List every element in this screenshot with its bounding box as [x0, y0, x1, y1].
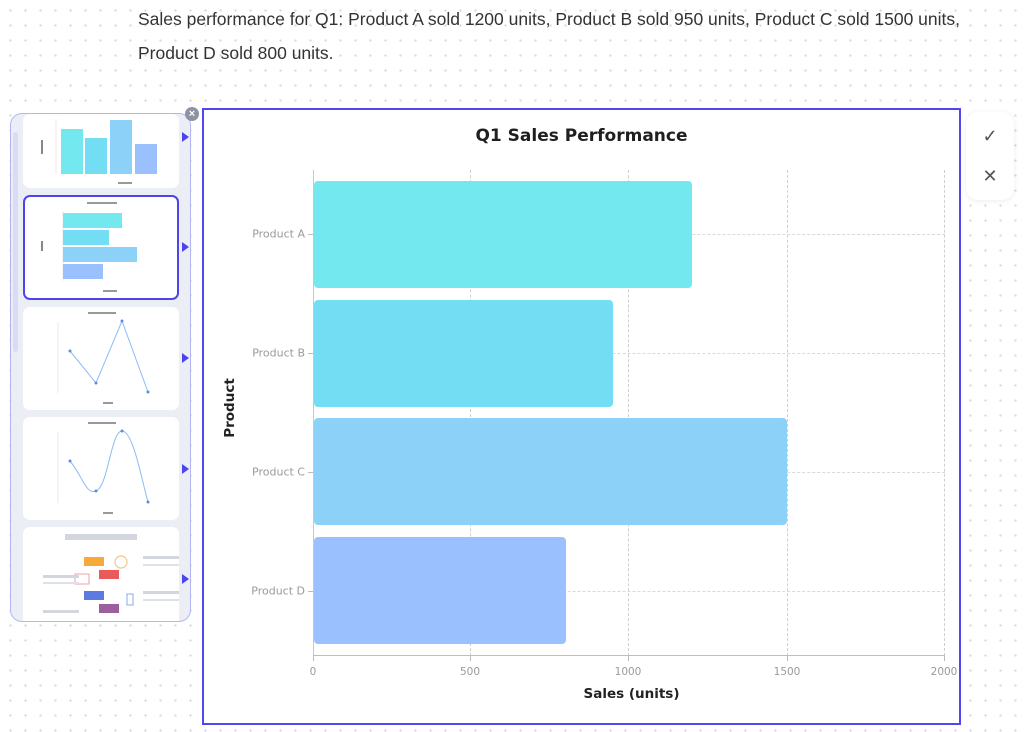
tick-mark	[787, 656, 788, 661]
y-tick-label: Product D	[251, 584, 305, 598]
panel-scrollbar[interactable]	[13, 132, 18, 352]
y-tick-label: Product C	[252, 465, 305, 479]
tick-mark	[944, 656, 945, 661]
thumbnail-infographic[interactable]	[23, 527, 179, 621]
bar-product-c[interactable]	[314, 418, 787, 525]
tick-mark	[628, 656, 629, 661]
bar-product-a[interactable]	[314, 181, 692, 288]
chart-variant-panel	[10, 113, 191, 622]
thumbnail-pointer-icon	[182, 574, 189, 584]
close-panel-icon[interactable]: ×	[185, 107, 199, 121]
smooth-line-chart-preview	[57, 422, 150, 514]
bar-product-b[interactable]	[314, 300, 613, 407]
thumbnail-smooth-line[interactable]	[23, 417, 179, 520]
bar-product-d[interactable]	[314, 537, 566, 644]
x-tick-label: 1000	[614, 666, 642, 678]
thumbnail-line[interactable]	[23, 307, 179, 410]
thumbnail-vertical-bar[interactable]	[23, 114, 179, 188]
vertical-bar-preview	[41, 119, 157, 184]
plot-area: Product A Product B Product C Product D …	[251, 170, 957, 678]
x-axis	[313, 655, 945, 656]
y-axis	[313, 170, 314, 656]
grid-line	[313, 353, 945, 354]
grid-line	[470, 170, 471, 656]
x-tick-label: 1500	[773, 666, 801, 678]
chart-canvas[interactable]: Q1 Sales Performance Product Product A P…	[202, 108, 961, 725]
y-axis-label: Product	[221, 378, 238, 438]
y-tick-label: Product A	[252, 227, 305, 241]
action-toolbar: ✓ ✕	[966, 112, 1014, 200]
thumbnail-pointer-icon	[182, 132, 189, 142]
grid-line	[628, 170, 629, 656]
confirm-check-icon[interactable]: ✓	[982, 126, 998, 146]
thumbnail-horizontal-bar[interactable]	[23, 195, 179, 300]
x-tick-label: 0	[309, 666, 317, 678]
x-tick-label: 500	[459, 666, 481, 678]
grid-line	[944, 170, 945, 656]
x-tick-label: 2000	[930, 666, 958, 678]
tick-mark	[313, 656, 314, 661]
thumbnail-pointer-icon	[182, 242, 189, 252]
thumbnail-pointer-icon	[182, 464, 189, 474]
thumbnail-pointer-icon	[182, 353, 189, 363]
tick-mark	[308, 353, 313, 354]
grid-line	[313, 591, 945, 592]
tick-mark	[308, 234, 313, 235]
x-axis-label: Sales (units)	[583, 686, 680, 702]
chart-title: Q1 Sales Performance	[475, 126, 688, 146]
tick-mark	[308, 591, 313, 592]
horizontal-bar-preview	[41, 202, 137, 292]
grid-line	[787, 170, 788, 656]
prompt-text: Sales performance for Q1: Product A sold…	[138, 9, 960, 63]
y-tick-label: Product B	[252, 346, 305, 360]
tick-mark	[470, 656, 471, 661]
cancel-close-icon[interactable]: ✕	[982, 166, 998, 186]
tick-mark	[308, 472, 313, 473]
line-chart-preview	[57, 312, 150, 404]
infographic-preview	[43, 534, 179, 613]
